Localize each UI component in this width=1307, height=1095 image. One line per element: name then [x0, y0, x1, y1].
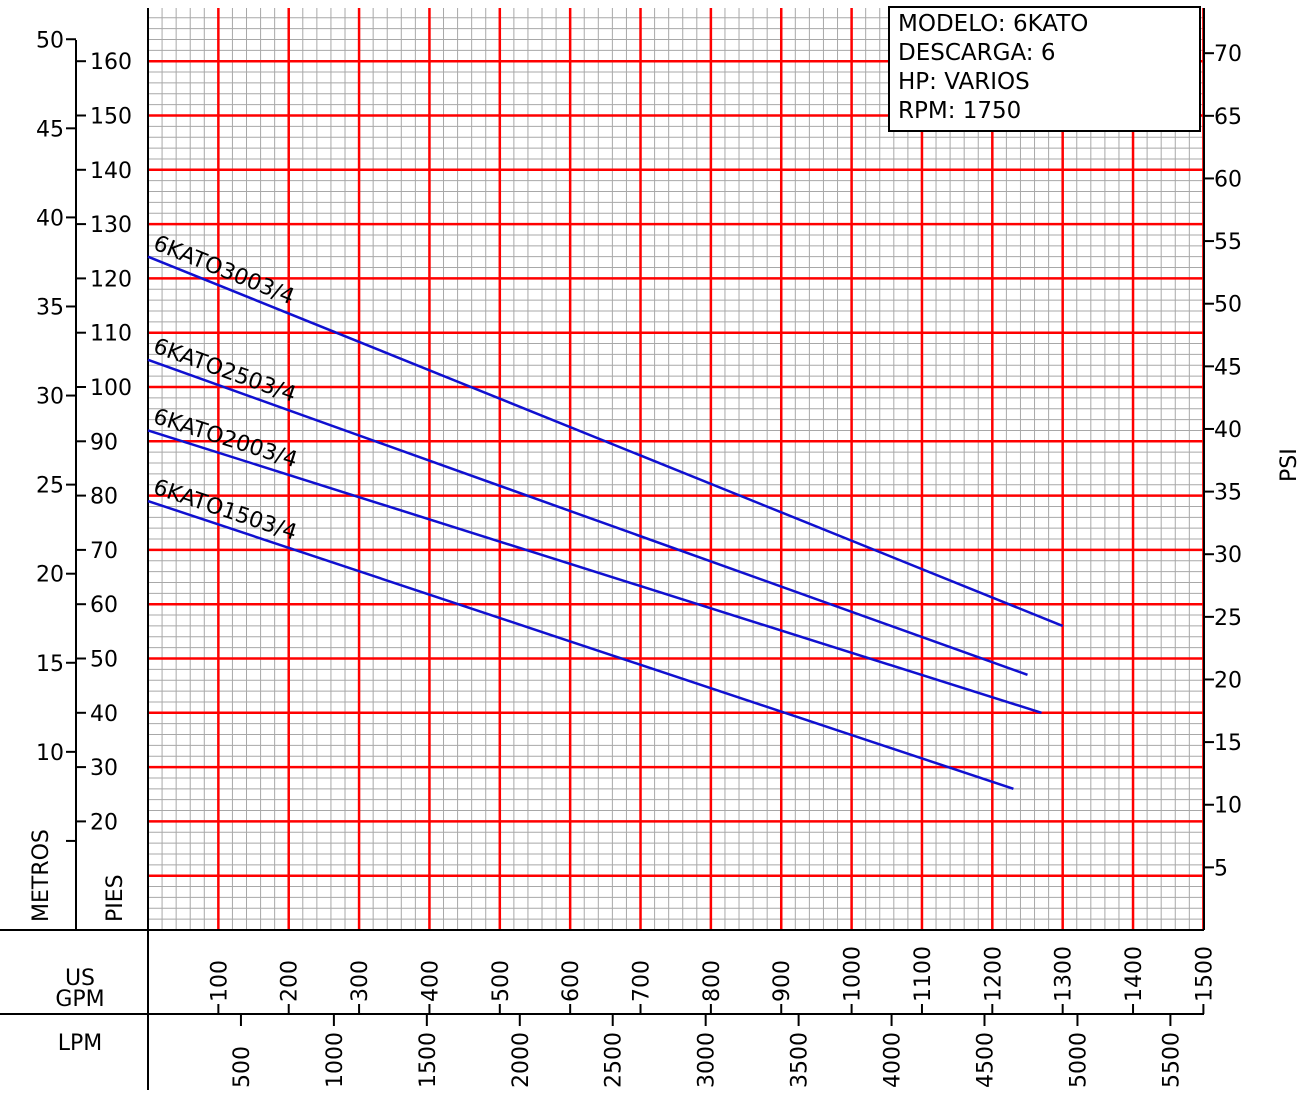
tick-label-gpm: 1500	[1192, 946, 1217, 1002]
tick-label-pies: 50	[90, 648, 118, 673]
series-line-1	[147, 255, 1064, 628]
x-label-gpm-line1: US	[65, 966, 95, 991]
tick-label-gpm: 200	[278, 960, 303, 1002]
tick-label-pies: 70	[90, 539, 118, 564]
series-line-2	[147, 358, 1028, 676]
y-label-pies: PIES	[103, 874, 128, 922]
tick-label-gpm: 900	[770, 960, 795, 1002]
tick-label-gpm: 1200	[981, 946, 1006, 1002]
tick-label-pies: 60	[90, 593, 118, 618]
minor-grid	[147, 8, 1204, 931]
tick-label-metros: 15	[36, 652, 64, 677]
tick-label-gpm: 500	[489, 960, 514, 1002]
series-line-4	[147, 499, 1014, 791]
tick-label-pies: 160	[90, 50, 132, 75]
info-descarga: DESCARGA: 6	[898, 40, 1056, 66]
tick-label-psi: 50	[1214, 293, 1242, 318]
tick-label-pies: 80	[90, 485, 118, 510]
tick-label-psi: 65	[1214, 105, 1242, 130]
tick-label-pies: 120	[90, 267, 132, 292]
info-modelo: MODELO: 6KATO	[898, 11, 1089, 37]
tick-label-metros: 40	[36, 206, 64, 231]
x-label-gpm-line2: GPM	[55, 987, 104, 1012]
tick-label-psi: 55	[1214, 230, 1242, 255]
tick-label-psi: 10	[1214, 794, 1242, 819]
tick-label-gpm: 300	[348, 960, 373, 1002]
y-label-psi: PSI	[1277, 448, 1302, 482]
tick-label-psi: 35	[1214, 481, 1242, 506]
tick-label-gpm: 100	[207, 960, 232, 1002]
tick-label-pies: 150	[90, 105, 132, 130]
tick-label-pies: 130	[90, 213, 132, 238]
tick-label-pies: 110	[90, 322, 132, 347]
tick-label-lpm: 3000	[695, 1032, 720, 1088]
tick-label-gpm: 1000	[841, 946, 866, 1002]
model-info-box: MODELO: 6KATO DESCARGA: 6 HP: VARIOS RPM…	[888, 6, 1201, 132]
tick-label-gpm: 1100	[911, 946, 936, 1002]
tick-label-lpm: 5000	[1066, 1032, 1091, 1088]
tick-label-gpm: 1300	[1052, 946, 1077, 1002]
tick-label-metros: 20	[36, 563, 64, 588]
tick-labels: 20 30 40 50 60 70 80 90 100 110 120 130 140 150 160 10 1…	[36, 28, 1242, 1088]
tick-label-psi: 40	[1214, 418, 1242, 443]
x-label-lpm: LPM	[58, 1031, 103, 1056]
tick-label-psi: 70	[1214, 42, 1242, 67]
tick-label-lpm: 5500	[1159, 1032, 1184, 1088]
tick-label-psi: 30	[1214, 543, 1242, 568]
tick-label-lpm: 2000	[509, 1032, 534, 1088]
info-rpm: RPM: 1750	[898, 98, 1022, 124]
tick-label-metros: 30	[36, 385, 64, 410]
tick-label-lpm: 1000	[323, 1032, 348, 1088]
tick-label-lpm: 4500	[974, 1032, 999, 1088]
tick-label-lpm: 2500	[602, 1032, 627, 1088]
tick-label-psi: 5	[1214, 856, 1228, 881]
info-hp: HP: VARIOS	[898, 69, 1030, 95]
tick-label-psi: 45	[1214, 355, 1242, 380]
tick-label-gpm: 1400	[1122, 946, 1147, 1002]
tick-label-pies: 30	[90, 756, 118, 781]
tick-label-pies: 100	[90, 376, 132, 401]
tick-label-metros: 35	[36, 295, 64, 320]
tick-label-lpm: 3500	[788, 1032, 813, 1088]
tick-label-psi: 15	[1214, 731, 1242, 756]
tick-label-lpm: 500	[230, 1046, 255, 1088]
tick-label-pies: 90	[90, 430, 118, 455]
tick-label-pies: 40	[90, 702, 118, 727]
tick-label-metros: 45	[36, 117, 64, 142]
tick-label-gpm: 400	[418, 960, 443, 1002]
tick-label-pies: 20	[90, 810, 118, 835]
tick-label-pies: 140	[90, 159, 132, 184]
series-line-3	[147, 429, 1042, 714]
tick-label-gpm: 700	[630, 960, 655, 1002]
tick-label-lpm: 1500	[416, 1032, 441, 1088]
tick-label-metros: 25	[36, 474, 64, 499]
tick-label-gpm: 600	[559, 960, 584, 1002]
tick-label-lpm: 4000	[881, 1032, 906, 1088]
tick-label-metros: 10	[36, 741, 64, 766]
tick-label-gpm: 800	[700, 960, 725, 1002]
major-grid	[148, 8, 1205, 930]
tick-label-psi: 25	[1214, 606, 1242, 631]
tick-label-psi: 20	[1214, 668, 1242, 693]
tick-label-psi: 60	[1214, 167, 1242, 192]
y-label-metros: METROS	[29, 829, 54, 922]
tick-label-metros: 50	[36, 28, 64, 53]
